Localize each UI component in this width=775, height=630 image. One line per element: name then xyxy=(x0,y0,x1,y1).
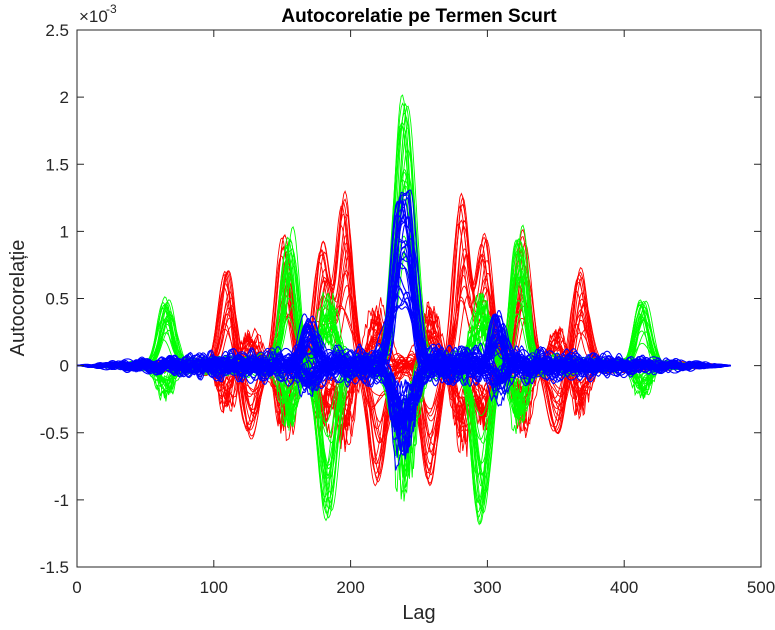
series-line xyxy=(76,287,731,387)
x-axis-label: Lag xyxy=(402,602,435,624)
series-line xyxy=(77,348,732,455)
series-line xyxy=(76,345,731,420)
chart-title: Autocorelatie pe Termen Scurt xyxy=(281,6,557,27)
y-tick-label: -0.5 xyxy=(40,424,69,443)
y-axis-exponent: ×10 -3 xyxy=(79,2,117,26)
series-line xyxy=(76,345,731,418)
y-tick-label: 2 xyxy=(60,88,69,107)
y-tick-label: 0.5 xyxy=(45,290,69,309)
y-tick-label: -1.5 xyxy=(40,558,69,577)
x-tick-label: 200 xyxy=(336,578,364,597)
x-tick-label: 100 xyxy=(200,578,228,597)
x-tick-label: 300 xyxy=(473,578,501,597)
y-tick-label: -1 xyxy=(54,491,69,510)
y-tick-label: 1 xyxy=(60,222,69,241)
y-axis-label: Autocorelație xyxy=(7,240,29,357)
y-exponent-base: ×10 xyxy=(79,7,108,26)
series-layer xyxy=(76,94,732,526)
x-tick-label: 400 xyxy=(610,578,638,597)
x-tick-label: 0 xyxy=(72,578,81,597)
series-line xyxy=(76,297,731,377)
ticks-layer: 0 100 200 300 400 500 -1.5 -1 -0.5 0 0.5 1 1.5 2 2.5 xyxy=(40,21,775,597)
series-line xyxy=(76,349,732,457)
y-exponent-power: -3 xyxy=(106,2,117,16)
x-tick-label: 500 xyxy=(747,578,775,597)
y-tick-label: 2.5 xyxy=(45,21,69,40)
series-line xyxy=(76,357,731,438)
y-tick-label: 1.5 xyxy=(45,155,69,174)
y-tick-label: 0 xyxy=(60,357,69,376)
series-group-2 xyxy=(76,189,732,471)
